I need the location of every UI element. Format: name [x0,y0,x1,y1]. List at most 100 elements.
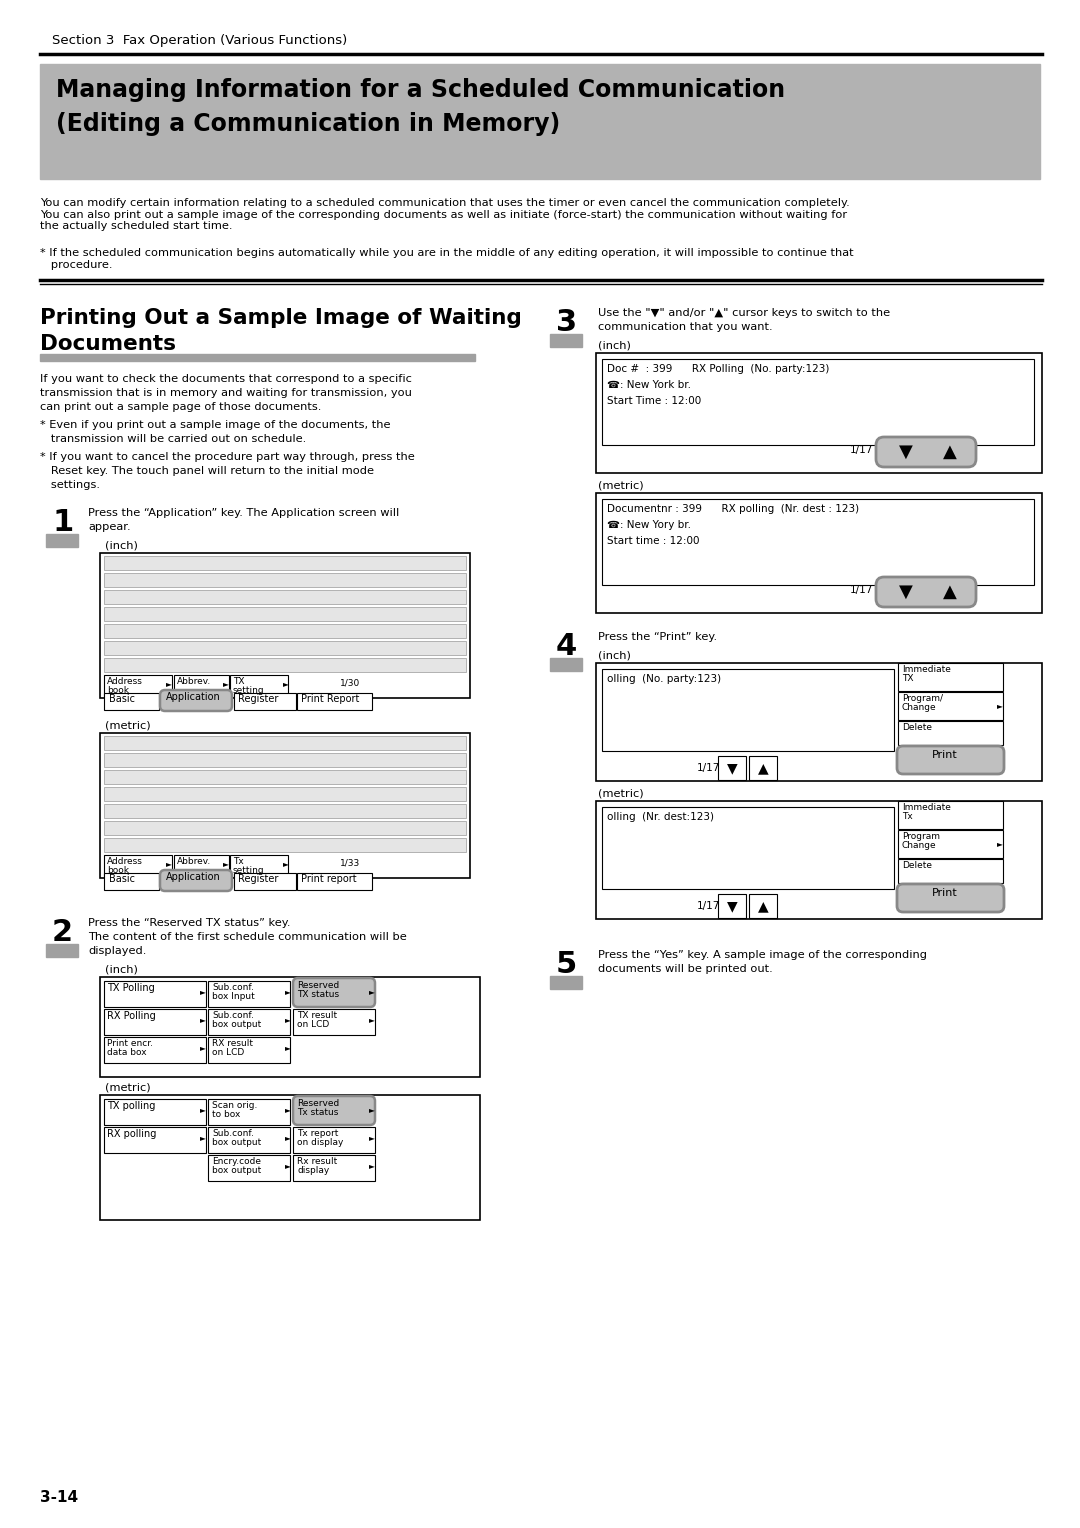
Text: ►: ► [200,1134,206,1143]
Text: ►: ► [369,1161,375,1170]
Text: on display: on display [297,1138,343,1148]
Text: Register: Register [238,874,279,885]
Text: ►: ► [369,1134,375,1143]
Text: ▲: ▲ [758,761,768,775]
Text: Printing Out a Sample Image of Waiting: Printing Out a Sample Image of Waiting [40,309,522,329]
Bar [293,1128,375,1154]
Bar [208,1155,291,1181]
Text: 1: 1 [52,507,73,536]
Text: TX status: TX status [297,990,339,999]
Text: Basic: Basic [109,694,135,704]
Bar [100,1096,480,1219]
Text: ►: ► [285,1044,291,1053]
Text: ►: ► [369,1016,375,1024]
Bar [596,801,1042,918]
Text: displayed.: displayed. [87,946,147,957]
Text: 1/17: 1/17 [697,902,720,911]
FancyBboxPatch shape [897,885,1004,912]
FancyBboxPatch shape [293,1096,375,1125]
Text: ☎: New York br.: ☎: New York br. [607,380,691,390]
Text: Start Time : 12:00: Start Time : 12:00 [607,396,701,406]
Text: Press the “Yes” key. A sample image of the corresponding: Press the “Yes” key. A sample image of t… [598,950,927,960]
Text: ▲: ▲ [758,898,768,914]
Text: Program/: Program/ [902,694,943,703]
Text: ►: ► [285,987,291,996]
Text: ►: ► [285,1134,291,1143]
FancyBboxPatch shape [293,978,375,1007]
Text: RX result: RX result [212,1039,253,1048]
Text: (metric): (metric) [105,1082,150,1093]
Bar [104,556,465,570]
Bar [46,533,78,547]
Text: Start time : 12:00: Start time : 12:00 [607,536,700,545]
Text: ►: ► [200,1016,206,1024]
Bar [104,642,465,656]
Text: Print encr.: Print encr. [107,1039,153,1048]
Text: Address: Address [107,677,143,686]
Text: Sub.conf.: Sub.conf. [212,983,254,992]
Bar [230,856,288,877]
Bar [104,1038,206,1063]
Text: (metric): (metric) [105,720,150,730]
Text: box output: box output [212,1166,261,1175]
Bar [104,573,465,587]
Text: (inch): (inch) [598,341,631,350]
Bar [174,675,229,697]
Text: appear.: appear. [87,523,131,532]
Text: on LCD: on LCD [212,1048,244,1057]
Bar [104,590,465,604]
Text: RX Polling: RX Polling [107,1012,156,1021]
Text: on LCD: on LCD [297,1021,329,1028]
Text: (metric): (metric) [598,788,644,798]
FancyBboxPatch shape [160,869,232,891]
Text: ▲: ▲ [943,443,957,461]
Text: Sub.conf.: Sub.conf. [212,1012,254,1021]
Text: Application: Application [166,692,220,701]
Text: Immediate: Immediate [902,804,950,811]
Text: ▼: ▼ [899,443,913,461]
Bar [104,770,465,784]
Text: Press the “Print” key.: Press the “Print” key. [598,633,717,642]
Text: * Even if you print out a sample image of the documents, the: * Even if you print out a sample image o… [40,420,391,429]
Text: book: book [107,686,129,695]
Bar [297,872,372,889]
Text: ►: ► [166,680,172,689]
Bar [718,894,746,918]
Text: TX: TX [902,674,914,683]
Bar [596,353,1042,474]
Text: Reset key. The touch panel will return to the initial mode: Reset key. The touch panel will return t… [40,466,374,477]
Bar [602,669,894,750]
Text: Change: Change [902,840,936,850]
Text: data box: data box [107,1048,147,1057]
Text: olling  (Nr. dest:123): olling (Nr. dest:123) [607,811,714,822]
Text: Tx: Tx [902,811,913,821]
Text: Documents: Documents [40,335,176,354]
Bar [100,733,470,879]
Text: ►: ► [224,680,229,689]
Text: Abbrev.: Abbrev. [177,857,212,866]
Bar [550,976,582,989]
Bar [234,872,296,889]
Bar [104,675,172,697]
Text: ►: ► [283,680,289,689]
Bar [293,1155,375,1181]
Text: You can modify certain information relating to a scheduled communication that us: You can modify certain information relat… [40,199,850,231]
Text: The content of the first schedule communication will be: The content of the first schedule commun… [87,932,407,941]
Text: documents will be printed out.: documents will be printed out. [598,964,773,973]
Bar [297,694,372,711]
Text: Program: Program [902,833,940,840]
Text: Tx: Tx [233,857,244,866]
Bar [208,981,291,1007]
Text: transmission that is in memory and waiting for transmission, you: transmission that is in memory and waiti… [40,388,411,397]
Text: TX: TX [233,677,244,686]
Bar [104,607,465,620]
Bar [104,659,465,672]
Text: 2: 2 [52,918,73,947]
Bar [40,354,475,361]
Text: setting: setting [233,686,265,695]
Bar [208,1128,291,1154]
Text: can print out a sample page of those documents.: can print out a sample page of those doc… [40,402,322,413]
Text: 1/17: 1/17 [850,445,874,455]
Text: book: book [107,866,129,876]
Text: * If the scheduled communication begins automatically while you are in the middl: * If the scheduled communication begins … [40,248,853,269]
